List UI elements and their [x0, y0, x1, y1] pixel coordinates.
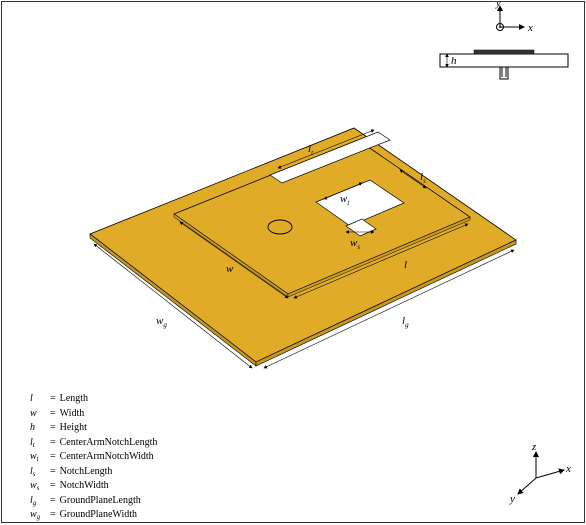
legend-symbol: wt: [30, 450, 46, 465]
legend-equals: =: [46, 421, 60, 436]
legend-symbol: wg: [30, 508, 46, 523]
svg-text:l: l: [404, 259, 407, 271]
legend-symbol: ws: [30, 479, 46, 494]
legend-equals: =: [46, 450, 60, 465]
figure-frame: x y h: [1, 1, 585, 523]
legend-value: Width: [60, 407, 85, 422]
axis3d-y: y: [509, 493, 515, 505]
legend-row: l=Length: [30, 392, 157, 407]
legend-equals: =: [46, 479, 60, 494]
legend-row: w=Width: [30, 407, 157, 422]
axis-y-label: y: [495, 2, 501, 9]
h-label: h: [451, 55, 457, 67]
svg-text:lg: lg: [402, 315, 409, 329]
legend-symbol: h: [30, 421, 46, 436]
legend-row: lt=CenterArmNotchLength: [30, 436, 157, 451]
legend-value: NotchWidth: [60, 479, 109, 494]
top-coord-axes: x y: [495, 2, 533, 34]
legend-equals: =: [46, 392, 60, 407]
legend-value: GroundPlaneWidth: [60, 508, 137, 523]
legend-symbol: lg: [30, 494, 46, 509]
legend-row: h=Height: [30, 421, 157, 436]
bottom-coord-axes: z x y: [509, 441, 571, 505]
legend-equals: =: [46, 436, 60, 451]
legend-symbol: w: [30, 407, 46, 422]
legend-symbol: l: [30, 392, 46, 407]
legend-value: CenterArmNotchLength: [60, 436, 158, 451]
legend-value: CenterArmNotchWidth: [60, 450, 154, 465]
legend-row: ws=NotchWidth: [30, 479, 157, 494]
legend-value: Height: [60, 421, 87, 436]
axis-x-label: x: [527, 22, 533, 34]
legend-symbol: lt: [30, 436, 46, 451]
legend-row: ls=NotchLength: [30, 465, 157, 480]
axis3d-x: x: [565, 463, 571, 475]
svg-text:w: w: [226, 263, 234, 275]
legend-row: wt=CenterArmNotchWidth: [30, 450, 157, 465]
legend-row: wg=GroundPlaneWidth: [30, 508, 157, 523]
legend-equals: =: [46, 494, 60, 509]
legend-value: Length: [60, 392, 88, 407]
legend-row: lg=GroundPlaneLength: [30, 494, 157, 509]
svg-text:wg: wg: [156, 315, 167, 329]
legend-equals: =: [46, 508, 60, 523]
legend-value: NotchLength: [60, 465, 113, 480]
legend: l=Lengthw=Widthh=Heightlt=CenterArmNotch…: [30, 392, 157, 523]
cross-section: h: [440, 50, 568, 79]
svg-text:ls: ls: [420, 171, 426, 185]
legend-equals: =: [46, 407, 60, 422]
axis3d-z: z: [531, 441, 537, 453]
legend-equals: =: [46, 465, 60, 480]
legend-symbol: ls: [30, 465, 46, 480]
legend-value: GroundPlaneLength: [60, 494, 141, 509]
